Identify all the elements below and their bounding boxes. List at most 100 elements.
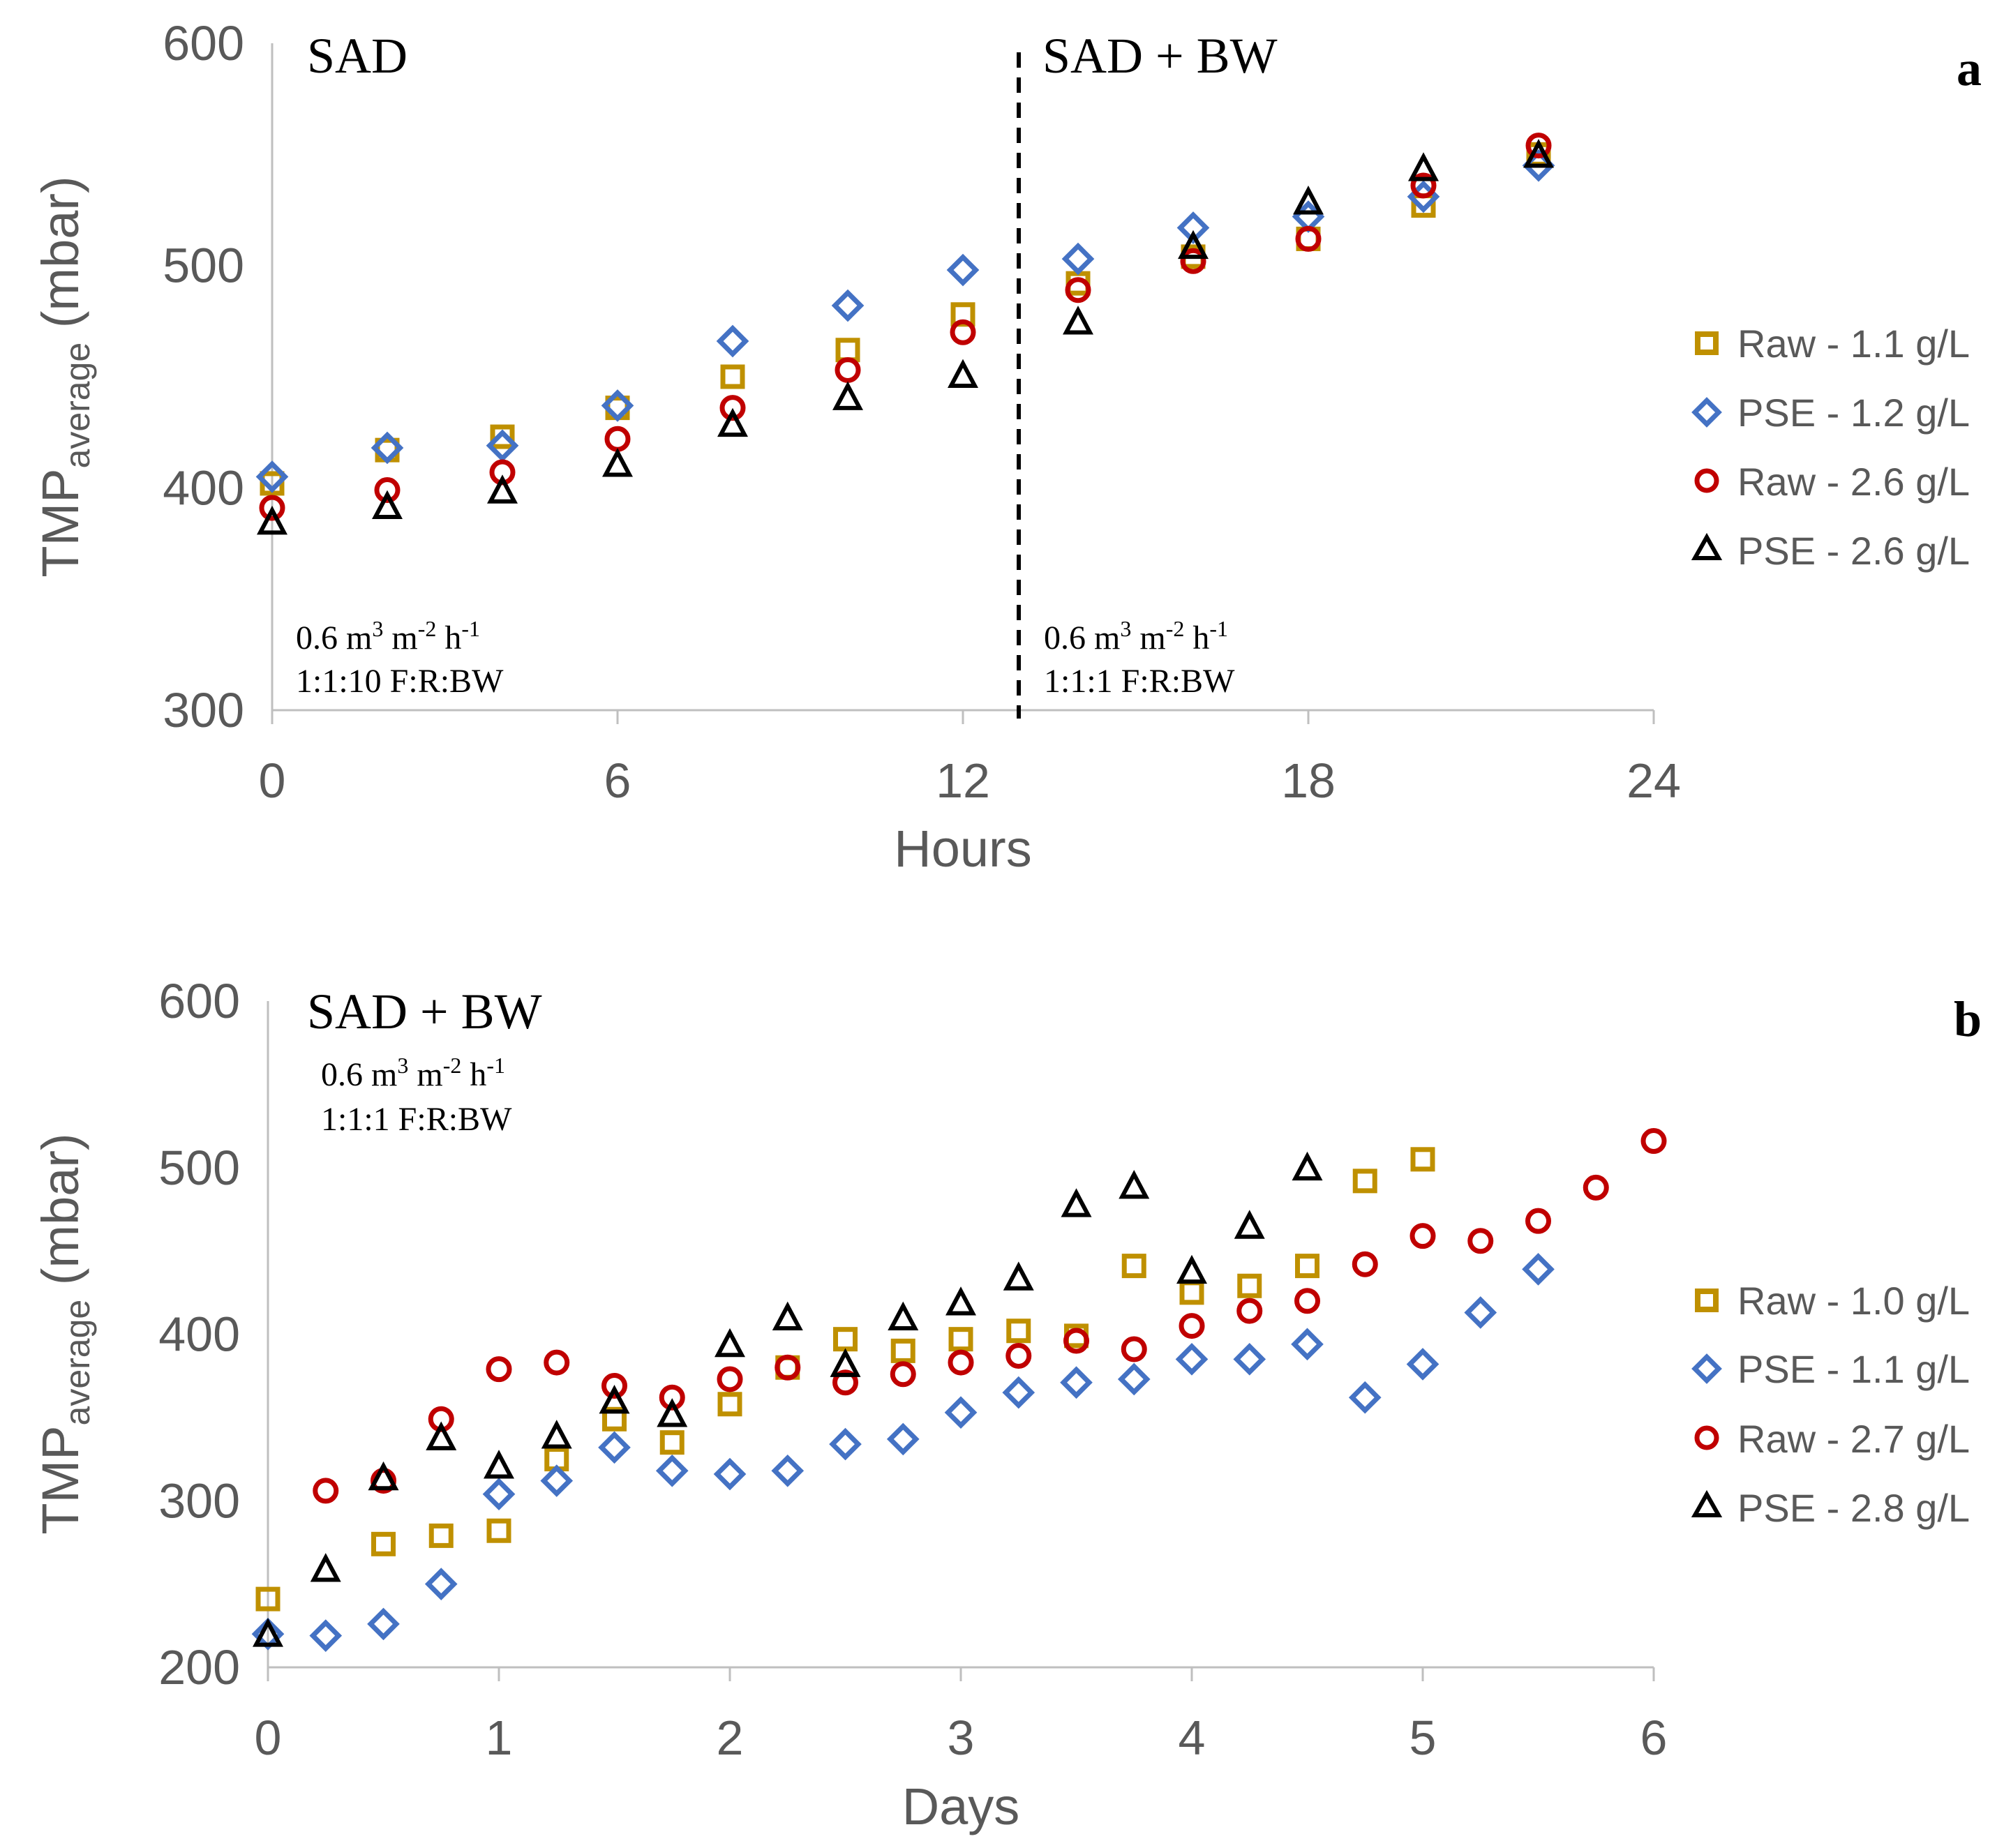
b-point-circle-s3-18: [1352, 1251, 1378, 1277]
b-point-square-s1-6: [659, 1430, 685, 1455]
b-point-diamond-s2-11: [886, 1422, 920, 1456]
a-point-triangle-s4-9: [1293, 186, 1324, 215]
panel-b-legend-label-3: Raw - 2.7 g/L: [1737, 1417, 1970, 1461]
a-x-tick-label: 6: [604, 753, 631, 808]
b-point-triangle-s4-11: [888, 1301, 919, 1331]
b-point-circle-s3-5: [601, 1373, 627, 1399]
a-point-circle-s3-11: [1525, 133, 1552, 159]
b-point-circle-s3-0: [313, 1478, 339, 1504]
b-point-square-s1-5: [602, 1406, 627, 1432]
a-point-triangle-s4-10: [1408, 152, 1439, 181]
b-x-tick-label: 4: [1179, 1711, 1206, 1765]
b-point-circle-s3-20: [1467, 1228, 1494, 1254]
b-point-diamond-s2-22: [1522, 1253, 1555, 1286]
b-point-square-s1-10: [890, 1338, 915, 1363]
b-point-diamond-s2-7: [655, 1454, 689, 1487]
a-point-diamond-s2-1: [371, 431, 404, 465]
panel-a-condition-right-line2: 1:1:1 F:R:BW: [1044, 663, 1235, 700]
b-point-diamond-s2-15: [1117, 1362, 1151, 1396]
b-point-triangle-s4-5: [541, 1420, 572, 1449]
a-x-tick-label: 0: [259, 753, 286, 808]
panel-b-legend-item-3: Raw - 2.7 g/L: [1694, 1417, 1970, 1461]
a-point-triangle-s4-11: [1523, 139, 1554, 168]
b-point-circle-s3-6: [659, 1384, 685, 1411]
panel-b-x-axis-title: Days: [902, 1778, 1020, 1835]
a-point-circle-s3-10: [1410, 172, 1437, 199]
b-point-square-s1-7: [717, 1392, 742, 1417]
b-point-triangle-s4-8: [715, 1328, 745, 1358]
b-point-diamond-s2-17: [1233, 1342, 1266, 1376]
a-point-circle-s3-7: [1065, 277, 1091, 303]
b-x-tick-label: 3: [948, 1711, 975, 1765]
b-point-circle-s3-19: [1409, 1223, 1436, 1249]
b-point-circle-s3-22: [1583, 1174, 1609, 1201]
b-x-tick-label: 0: [255, 1711, 282, 1765]
b-point-circle-s3-3: [486, 1356, 512, 1383]
b-point-triangle-s4-4: [484, 1450, 514, 1479]
b-point-square-s1-3: [486, 1518, 511, 1543]
b-x-tick-label: 2: [717, 1711, 744, 1765]
panel-b-phase-label: SAD + BW: [307, 984, 542, 1039]
a-point-diamond-s2-5: [831, 289, 865, 322]
panel-b-legend-item-1: Raw - 1.0 g/L: [1695, 1279, 1970, 1323]
b-point-triangle-s4-2: [368, 1461, 399, 1491]
b-point-triangle-s4-17: [1234, 1210, 1265, 1239]
panel-a-tick-labels: 0 6 12 18 24 300 400 500 600: [163, 16, 1681, 808]
b-point-triangle-s4-10: [830, 1348, 861, 1377]
a-point-diamond-s2-9: [1292, 200, 1325, 233]
panel-a-condition-left-line1: 0.6 m3 m-2 h-1: [296, 616, 480, 656]
b-point-diamond-s2-3: [424, 1568, 458, 1600]
b-point-triangle-s4-0: [253, 1618, 283, 1647]
a-point-triangle-s4-8: [1178, 230, 1209, 260]
b-point-diamond-s2-6: [598, 1431, 631, 1464]
a-point-triangle-s4-5: [832, 381, 863, 410]
legend-circle-marker-icon: [1694, 1425, 1719, 1450]
legend-square-marker-icon: [1695, 331, 1719, 355]
panel-b-condition-line1: 0.6 m3 m-2 h-1: [321, 1053, 505, 1093]
b-point-diamond-s2-4: [482, 1478, 516, 1511]
a-y-tick-label: 300: [163, 683, 244, 737]
panel-b-legend-label-1: Raw - 1.0 g/L: [1737, 1279, 1970, 1323]
panel-a-legend: Raw - 1.1 g/L PSE - 1.2 g/L Raw - 2.6 g/…: [1691, 322, 1970, 573]
panel-b-panel-label: b: [1954, 991, 1982, 1047]
a-point-diamond-s2-7: [1061, 242, 1095, 276]
b-point-diamond-s2-10: [829, 1427, 862, 1461]
legend-diamond-marker-icon: [1691, 397, 1722, 428]
b-point-circle-s3-4: [544, 1349, 570, 1376]
b-point-square-s1-12: [1006, 1319, 1031, 1344]
b-point-square-s1-19: [1410, 1147, 1435, 1172]
panel-b-legend: Raw - 1.0 g/L PSE - 1.1 g/L Raw - 2.7 g/…: [1691, 1279, 1970, 1530]
a-point-diamond-s2-0: [255, 460, 289, 493]
panel-a-legend-item-2: PSE - 1.2 g/L: [1691, 391, 1970, 435]
b-point-circle-s3-21: [1525, 1208, 1551, 1234]
legend-circle-marker-icon: [1694, 468, 1719, 493]
b-point-square-s1-17: [1295, 1254, 1319, 1279]
b-point-circle-s3-16: [1236, 1298, 1263, 1324]
a-point-diamond-s2-10: [1407, 180, 1440, 213]
panel-a-phase-label-right: SAD + BW: [1042, 28, 1278, 84]
b-point-circle-s3-14: [1121, 1336, 1147, 1362]
b-point-triangle-s4-16: [1176, 1254, 1207, 1284]
b-point-diamond-s2-12: [944, 1396, 978, 1429]
panel-b-legend-label-2: PSE - 1.1 g/L: [1737, 1347, 1970, 1391]
panel-a-legend-label-3: Raw - 2.6 g/L: [1737, 460, 1970, 504]
panel-b-y-axis-title: TMPaverage (mbar): [31, 1133, 97, 1534]
b-point-circle-s3-10: [890, 1361, 916, 1388]
b-point-triangle-s4-3: [426, 1421, 457, 1450]
b-x-tick-label: 6: [1640, 1711, 1668, 1765]
a-x-tick-label: 24: [1627, 753, 1681, 808]
b-point-square-s1-14: [1121, 1254, 1146, 1279]
panel-a-legend-item-4: PSE - 2.6 g/L: [1691, 529, 1970, 573]
a-x-tick-label: 12: [936, 753, 990, 808]
panel-b-condition-line2: 1:1:1 F:R:BW: [321, 1101, 512, 1138]
b-point-triangle-s4-14: [1061, 1188, 1092, 1217]
a-y-tick-label: 500: [163, 239, 244, 293]
a-y-tick-label: 600: [163, 16, 244, 70]
a-point-triangle-s4-4: [717, 407, 748, 437]
a-point-circle-s3-6: [950, 319, 976, 345]
a-point-square-s1-4: [720, 364, 745, 389]
panel-a-y-axis-title: TMPaverage (mbar): [31, 176, 97, 577]
b-point-diamond-s2-20: [1406, 1348, 1440, 1381]
b-point-diamond-s2-5: [540, 1464, 574, 1497]
b-point-triangle-s4-18: [1292, 1151, 1323, 1181]
